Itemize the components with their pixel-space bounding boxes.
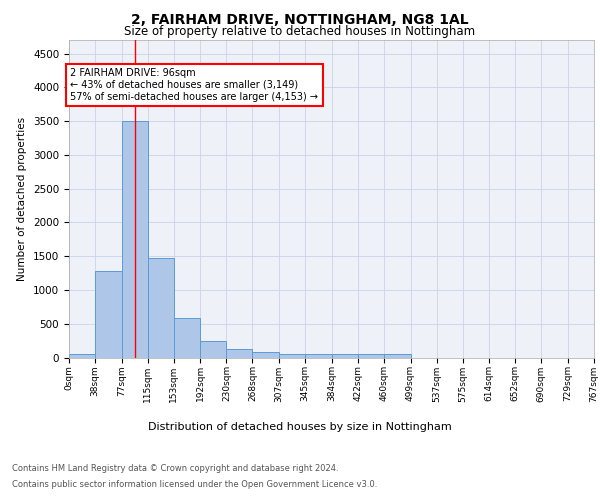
Bar xyxy=(148,258,174,358)
Bar xyxy=(69,354,95,358)
Bar xyxy=(226,348,253,358)
Bar xyxy=(200,341,226,357)
Bar xyxy=(305,354,332,358)
Text: Contains public sector information licensed under the Open Government Licence v3: Contains public sector information licen… xyxy=(12,480,377,489)
Bar xyxy=(253,352,279,358)
Bar xyxy=(358,354,384,358)
Text: Distribution of detached houses by size in Nottingham: Distribution of detached houses by size … xyxy=(148,422,452,432)
Bar xyxy=(332,354,358,358)
Y-axis label: Number of detached properties: Number of detached properties xyxy=(17,116,28,281)
Bar xyxy=(174,318,200,358)
Bar xyxy=(95,271,122,358)
Bar xyxy=(122,121,148,358)
Bar xyxy=(384,354,410,358)
Text: 2 FAIRHAM DRIVE: 96sqm
← 43% of detached houses are smaller (3,149)
57% of semi-: 2 FAIRHAM DRIVE: 96sqm ← 43% of detached… xyxy=(70,68,319,102)
Text: Size of property relative to detached houses in Nottingham: Size of property relative to detached ho… xyxy=(124,25,476,38)
Bar xyxy=(279,354,305,358)
Text: Contains HM Land Registry data © Crown copyright and database right 2024.: Contains HM Land Registry data © Crown c… xyxy=(12,464,338,473)
Text: 2, FAIRHAM DRIVE, NOTTINGHAM, NG8 1AL: 2, FAIRHAM DRIVE, NOTTINGHAM, NG8 1AL xyxy=(131,12,469,26)
